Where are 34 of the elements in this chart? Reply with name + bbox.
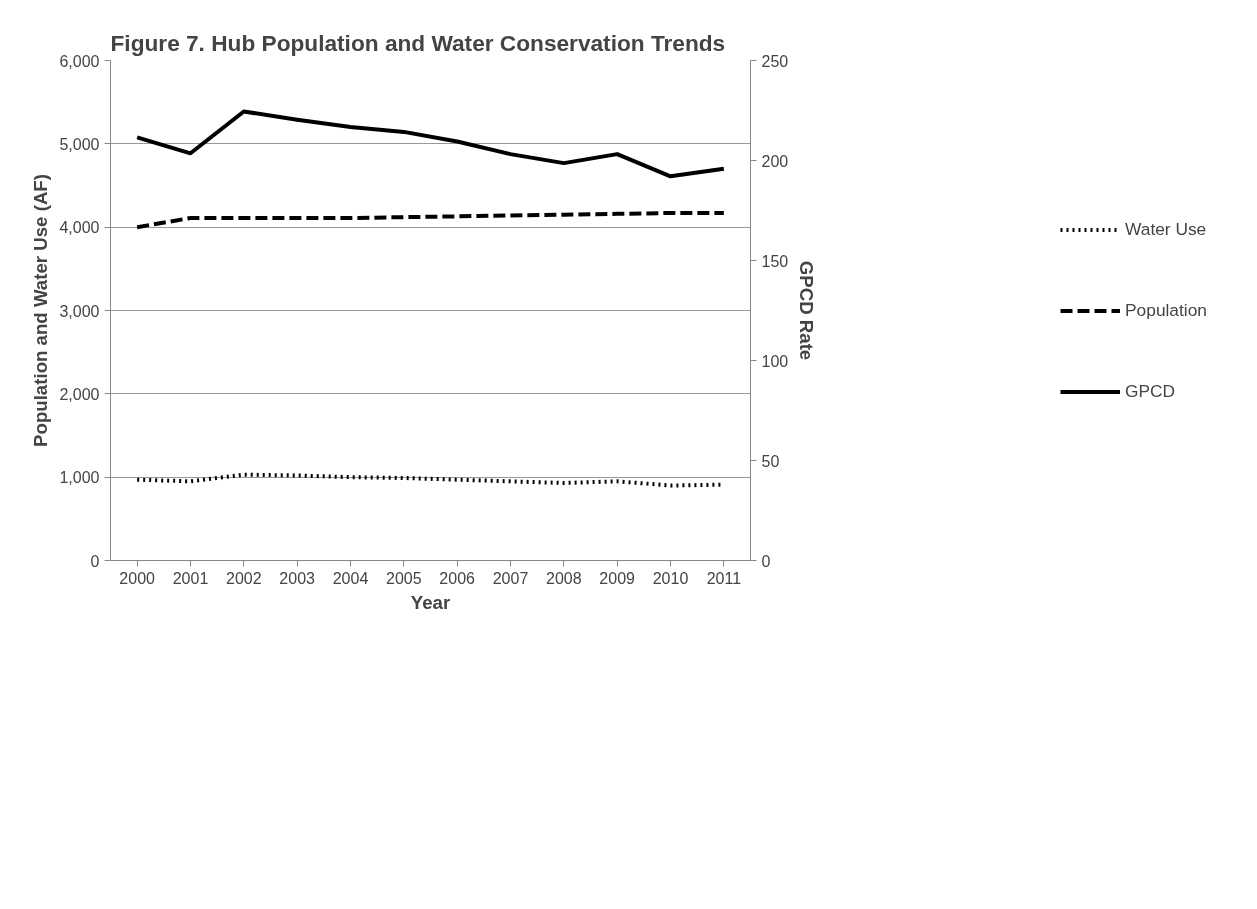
y2-tick-label: 0 xyxy=(761,552,771,570)
legend-label: Water Use xyxy=(1125,218,1207,240)
y-axis-title: Population and Water Use (AF) xyxy=(30,174,52,447)
y2-axis-title: GPCD Rate xyxy=(796,260,818,361)
x-tick-label: 2001 xyxy=(172,569,209,587)
legend-label: GPCD xyxy=(1125,380,1176,402)
x-tick-label: 2011 xyxy=(706,569,742,587)
y-tick-label: 0 xyxy=(90,552,100,570)
y2-tick-label: 150 xyxy=(761,252,789,270)
x-tick-label: 2008 xyxy=(546,569,582,587)
x-tick-label: 2005 xyxy=(386,569,422,587)
y2-tick-label: 50 xyxy=(761,452,780,470)
x-tick-label: 2002 xyxy=(226,569,262,587)
x-tick-label: 2010 xyxy=(652,569,689,587)
y2-tick-label: 200 xyxy=(761,152,789,170)
x-tick-label: 2003 xyxy=(279,569,316,587)
y-tick-label: 5,000 xyxy=(59,135,100,153)
y-tick-label: 3,000 xyxy=(59,302,100,320)
x-tick-label: 2000 xyxy=(119,569,156,587)
y-tick-label: 1,000 xyxy=(59,469,100,487)
x-tick-label: 2009 xyxy=(599,569,636,587)
line-series xyxy=(135,109,726,179)
y-tick-label: 6,000 xyxy=(59,52,100,70)
x-tick-label: 2006 xyxy=(439,569,476,587)
legend-label: Population xyxy=(1125,299,1207,321)
x-tick-label: 2007 xyxy=(492,569,529,587)
y2-tick-label: 250 xyxy=(761,52,789,70)
y-tick-label: 2,000 xyxy=(59,385,100,403)
line-series xyxy=(135,211,726,230)
chart-title: Figure 7. Hub Population and Water Conservation Trends xyxy=(110,29,726,56)
y2-tick-label: 100 xyxy=(761,352,789,370)
x-tick-label: 2004 xyxy=(332,569,369,587)
x-axis-title: Year xyxy=(410,591,451,613)
y-tick-label: 4,000 xyxy=(59,219,100,237)
